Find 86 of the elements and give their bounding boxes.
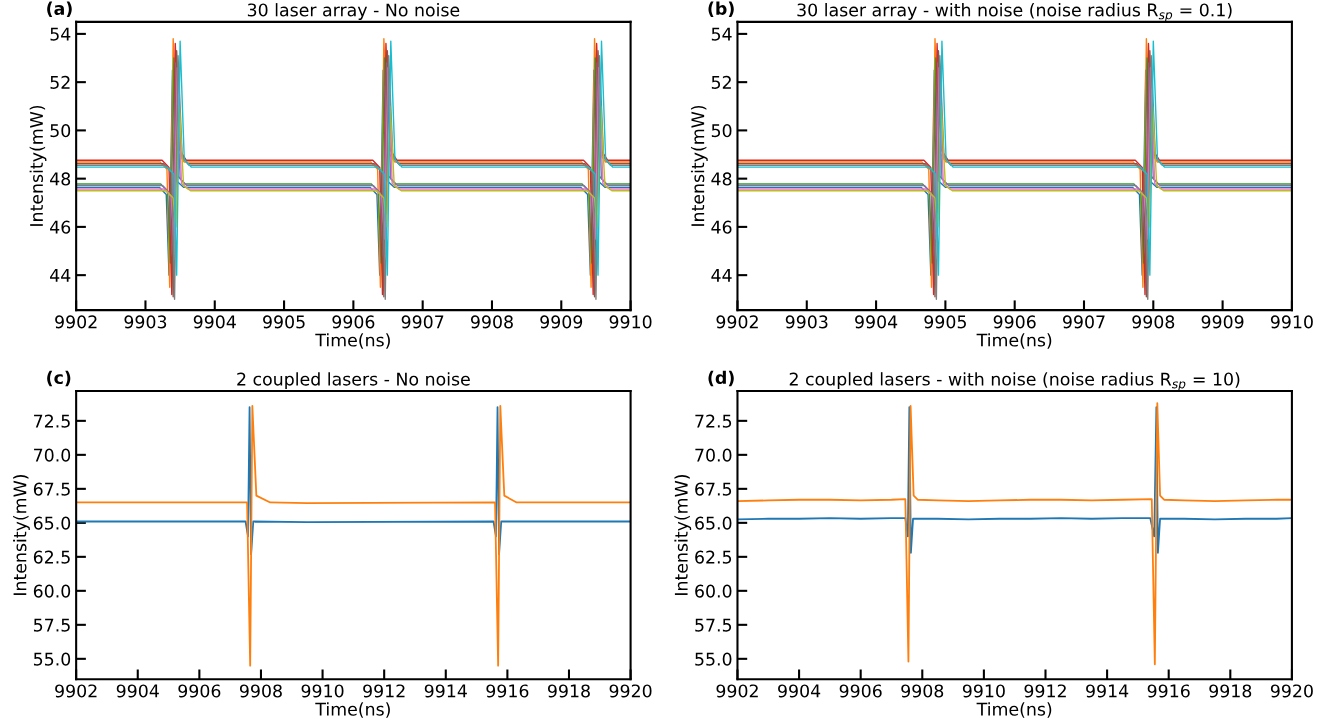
x-tick-label: 9902 — [716, 315, 758, 329]
x-tick-label: 9908 — [901, 684, 944, 698]
x-tick-label: 9908 — [1132, 315, 1175, 329]
x-tick-label: 9912 — [363, 684, 405, 698]
x-tick-label: 9908 — [470, 315, 513, 329]
x-tick-label: 9920 — [609, 684, 652, 698]
x-tick-label: 9904 — [116, 684, 159, 698]
y-axis-title: Intensity(mW) — [674, 474, 692, 595]
y-tick-label: 67.5 — [695, 482, 732, 496]
y-tick-label: 44 — [50, 269, 71, 282]
x-tick-label: 9910 — [609, 315, 652, 329]
y-tick-label: 60.0 — [33, 584, 71, 598]
y-tick-label: 44 — [711, 269, 732, 282]
y-axis-title: Intensity(mW) — [29, 105, 47, 226]
x-tick-label: 9902 — [55, 684, 97, 698]
y-tick-label: 72.5 — [695, 414, 732, 428]
y-tick-label: 67.5 — [33, 482, 70, 496]
y-tick-label: 65.0 — [33, 516, 71, 530]
x-tick-label: 9906 — [839, 684, 882, 698]
y-axis-title: Intensity(mW) — [13, 474, 30, 595]
y-tick-label: 54 — [711, 27, 732, 41]
y-tick-label: 50 — [711, 124, 732, 138]
y-tick-label: 70.0 — [34, 448, 71, 462]
x-tick-label: 9907 — [401, 315, 444, 329]
chart-title: 2 coupled lasers - No noise — [237, 372, 470, 389]
x-tick-label: 9902 — [55, 315, 97, 329]
y-tick-label: 54 — [50, 27, 71, 41]
x-tick-label: 9905 — [263, 315, 305, 329]
x-tick-label: 9910 — [1270, 315, 1313, 329]
x-tick-label: 9910 — [962, 684, 1005, 698]
x-axis-title: Time(ns) — [976, 702, 1052, 718]
y-tick-label: 60.0 — [695, 584, 732, 598]
x-tick-label: 9904 — [193, 315, 236, 329]
x-tick-label: 9906 — [178, 684, 221, 698]
y-tick-label: 46 — [711, 220, 732, 234]
y-tick-label: 72.5 — [34, 414, 70, 428]
y-tick-label: 50 — [50, 124, 71, 138]
x-tick-label: 9918 — [547, 684, 590, 698]
y-tick-label: 55.0 — [33, 652, 71, 666]
x-tick-label: 9914 — [1086, 684, 1129, 698]
x-tick-label: 9918 — [1209, 684, 1252, 698]
x-tick-label: 9916 — [1147, 684, 1190, 698]
line-series — [737, 402, 1292, 666]
y-tick-label: 62.5 — [33, 550, 70, 564]
x-tick-label: 9905 — [924, 315, 966, 329]
y-tick-label: 70.0 — [695, 448, 732, 462]
text: (a) — [47, 1, 72, 18]
x-tick-label: 9916 — [486, 684, 529, 698]
line-series — [76, 105, 631, 228]
x-tick-label: 9903 — [124, 315, 167, 329]
chart-title: 30 laser array - No noise — [247, 3, 460, 20]
x-tick-label: 9904 — [778, 684, 821, 698]
y-tick-label: 62.5 — [695, 550, 732, 564]
chart-title: 2 coupled lasers - with noise (noise radius R$_{sp}$ = 10) — [789, 372, 1240, 391]
x-axis-title: Time(ns) — [315, 333, 390, 349]
y-tick-label: 52 — [50, 75, 70, 89]
y-tick-label: 65.0 — [695, 516, 732, 530]
x-tick-label: 9909 — [540, 315, 583, 329]
x-tick-label: 9920 — [1270, 684, 1313, 698]
text: (b) — [708, 1, 734, 18]
y-tick-label: 46 — [50, 220, 71, 234]
y-tick-label: 55.0 — [695, 652, 732, 666]
x-tick-label: 9912 — [1024, 684, 1066, 698]
y-tick-label: 48 — [50, 172, 71, 186]
text: (d) — [708, 370, 734, 387]
y-tick-label: 57.5 — [33, 618, 70, 632]
chart-title: 30 laser array - with noise (noise radius R$_{sp}$ = 0.1) — [797, 3, 1232, 22]
line-series — [737, 406, 1292, 554]
text: (c) — [47, 370, 71, 387]
y-tick-label: 52 — [711, 75, 731, 89]
x-tick-label: 9906 — [332, 315, 375, 329]
x-tick-label: 9908 — [239, 684, 282, 698]
x-tick-label: 9903 — [785, 315, 828, 329]
x-axis-title: Time(ns) — [315, 702, 390, 718]
x-tick-label: 9904 — [855, 315, 898, 329]
line-series — [76, 404, 631, 667]
x-axis-title: Time(ns) — [976, 333, 1052, 349]
x-tick-label: 9907 — [1063, 315, 1105, 329]
x-tick-label: 9906 — [993, 315, 1036, 329]
y-tick-label: 57.5 — [695, 618, 732, 632]
x-tick-label: 9902 — [716, 684, 758, 698]
x-tick-label: 9910 — [301, 684, 344, 698]
x-tick-label: 9909 — [1201, 315, 1244, 329]
y-axis-title: Intensity(mW) — [690, 105, 708, 226]
x-tick-label: 9914 — [424, 684, 467, 698]
y-tick-label: 48 — [711, 172, 732, 186]
